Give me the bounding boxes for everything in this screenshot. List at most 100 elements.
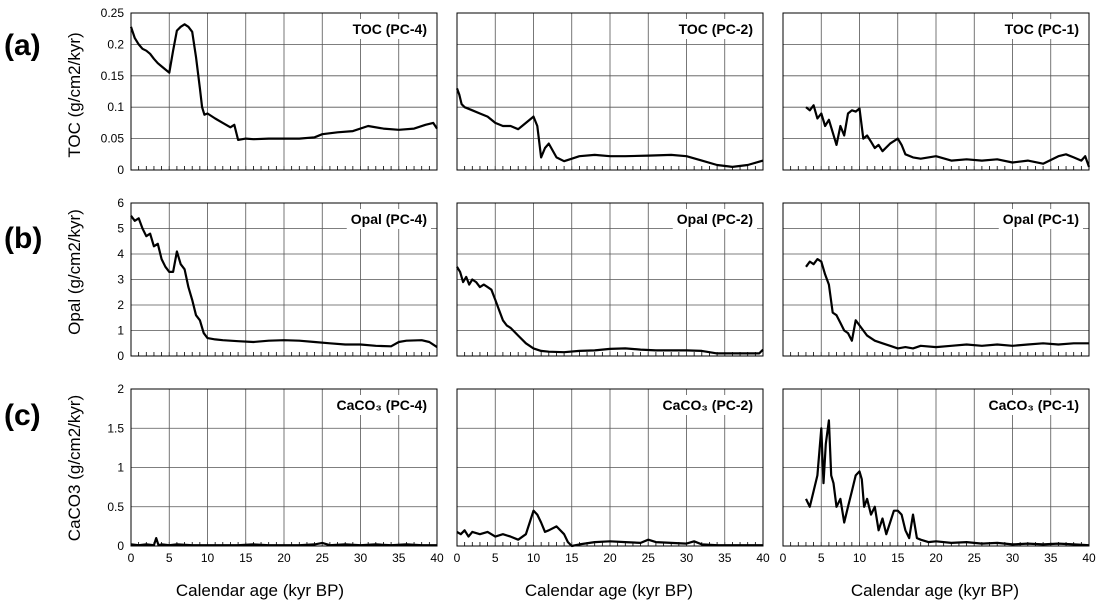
series-line (805, 258, 1089, 350)
panel-title-backdrop (672, 209, 757, 229)
xlabel-col-1: Calendar age (kyr BP) (176, 581, 344, 600)
panel-opal-pc-4: 0 1 2 3 4 5 6 Opal (PC-4) (117, 196, 438, 363)
x-tick-label: 20 (929, 551, 943, 565)
x-tick-label: 5 (492, 551, 499, 565)
panel-title-backdrop (1000, 19, 1083, 39)
x-tick-label: 40 (430, 551, 444, 565)
x-tick-label: 10 (853, 551, 867, 565)
series-line (456, 266, 764, 355)
x-tick-label: 15 (891, 551, 905, 565)
plot-frame (456, 202, 764, 357)
x-tick-label: 0 (454, 551, 461, 565)
ylabel-toc: TOC (g/cm2/kyr) (65, 32, 84, 157)
y-tick-label: 0 (117, 349, 124, 363)
panel-opal-pc-2: Opal (PC-2) (456, 202, 764, 357)
panel-title-backdrop (658, 395, 757, 415)
y-tick-label: 0.2 (107, 37, 124, 51)
x-tick-label: 15 (565, 551, 579, 565)
x-tick-label: 35 (392, 551, 406, 565)
panel-title: CaCO₃ (PC-2) (663, 397, 753, 413)
panel-title-backdrop (674, 19, 757, 39)
panel-title-backdrop (998, 209, 1083, 229)
series-line (456, 509, 763, 548)
panel-caco-pc-2: 0 5 10 15 20 25 30 35 40 CaCO₃ (PC-2) (454, 388, 770, 565)
series-line (805, 104, 1091, 168)
y-tick-label: 0.5 (107, 500, 124, 514)
y-tick-label: 1 (117, 461, 124, 475)
plot-frame (782, 388, 1090, 547)
y-tick-label: 0.1 (107, 100, 124, 114)
panel-caco-pc-1: 0 5 10 15 20 25 30 35 40 CaCO₃ (PC-1) (780, 388, 1096, 565)
x-tick-label: 25 (968, 551, 982, 565)
x-tick-label: 40 (1082, 551, 1096, 565)
x-tick-label: 0 (128, 551, 135, 565)
y-tick-label: 2 (117, 382, 124, 396)
panel-toc-pc-1: TOC (PC-1) (782, 12, 1091, 171)
y-tick-label: 1 (117, 324, 124, 338)
x-tick-label: 15 (239, 551, 253, 565)
panel-title-backdrop (346, 209, 431, 229)
x-tick-label: 10 (201, 551, 215, 565)
panel-opal-pc-1: Opal (PC-1) (782, 202, 1090, 357)
x-tick-label: 30 (354, 551, 368, 565)
x-tick-label: 30 (680, 551, 694, 565)
series-line (805, 419, 1090, 547)
plot-frame (130, 12, 438, 171)
panel-title: TOC (PC-4) (353, 21, 427, 37)
y-tick-label: 3 (117, 273, 124, 287)
panel-title: Opal (PC-4) (351, 211, 427, 227)
x-tick-label: 5 (818, 551, 825, 565)
x-tick-label: 35 (1044, 551, 1058, 565)
y-tick-label: 4 (117, 247, 124, 261)
x-tick-label: 25 (642, 551, 656, 565)
xlabel-col-3: Calendar age (kyr BP) (851, 581, 1019, 600)
x-tick-label: 40 (756, 551, 770, 565)
ylabel-caco3: CaCO3 (g/cm2/kyr) (65, 395, 84, 541)
y-tick-label: 2 (117, 298, 124, 312)
x-tick-label: 35 (718, 551, 732, 565)
y-tick-label: 0 (117, 163, 124, 177)
plot-frame (456, 388, 764, 547)
row-letter-a: (a) (4, 29, 41, 62)
panel-title: TOC (PC-1) (1005, 21, 1079, 37)
y-tick-label: 1.5 (107, 421, 124, 435)
panel-title: Opal (PC-2) (677, 211, 753, 227)
x-tick-label: 30 (1006, 551, 1020, 565)
row-letter-c: (c) (4, 399, 41, 432)
series-line (455, 88, 764, 168)
plot-frame (130, 202, 438, 357)
plot-frame (782, 12, 1090, 171)
x-tick-label: 5 (166, 551, 173, 565)
x-tick-label: 20 (603, 551, 617, 565)
x-tick-label: 20 (277, 551, 291, 565)
panel-title-backdrop (348, 19, 431, 39)
xlabel-col-2: Calendar age (kyr BP) (525, 581, 693, 600)
y-tick-label: 6 (117, 196, 124, 210)
x-tick-label: 0 (780, 551, 787, 565)
panel-toc-pc-2: TOC (PC-2) (455, 12, 764, 171)
panel-toc-pc-4: 0 0.05 0.1 0.15 0.2 0.25 TOC (PC-4) (101, 6, 438, 177)
row-letter-b: (b) (4, 222, 42, 255)
y-tick-label: 0.05 (101, 132, 125, 146)
y-tick-label: 0.25 (101, 6, 125, 20)
x-tick-label: 10 (527, 551, 541, 565)
chart-panels: 0 0.05 0.1 0.15 0.2 0.25 TOC (PC-4) TOC (PC-2) T… (101, 6, 1096, 565)
panel-title-backdrop (332, 395, 431, 415)
panel-title-backdrop (984, 395, 1083, 415)
series-line (130, 215, 438, 349)
panel-title: Opal (PC-1) (1003, 211, 1079, 227)
y-tick-label: 0 (117, 539, 124, 553)
series-line (129, 23, 438, 141)
panel-title: TOC (PC-2) (679, 21, 753, 37)
series-line (130, 536, 437, 547)
figure-labels: (a) (b) (c) TOC (g/cm2/kyr) Opal (g/cm2/… (4, 29, 1019, 600)
x-tick-label: 25 (316, 551, 330, 565)
ylabel-opal: Opal (g/cm2/kyr) (65, 209, 84, 335)
y-tick-label: 0.15 (101, 69, 125, 83)
plot-frame (782, 202, 1090, 357)
y-tick-label: 5 (117, 222, 124, 236)
panel-title: CaCO₃ (PC-4) (337, 397, 427, 413)
panel-title: CaCO₃ (PC-1) (989, 397, 1079, 413)
